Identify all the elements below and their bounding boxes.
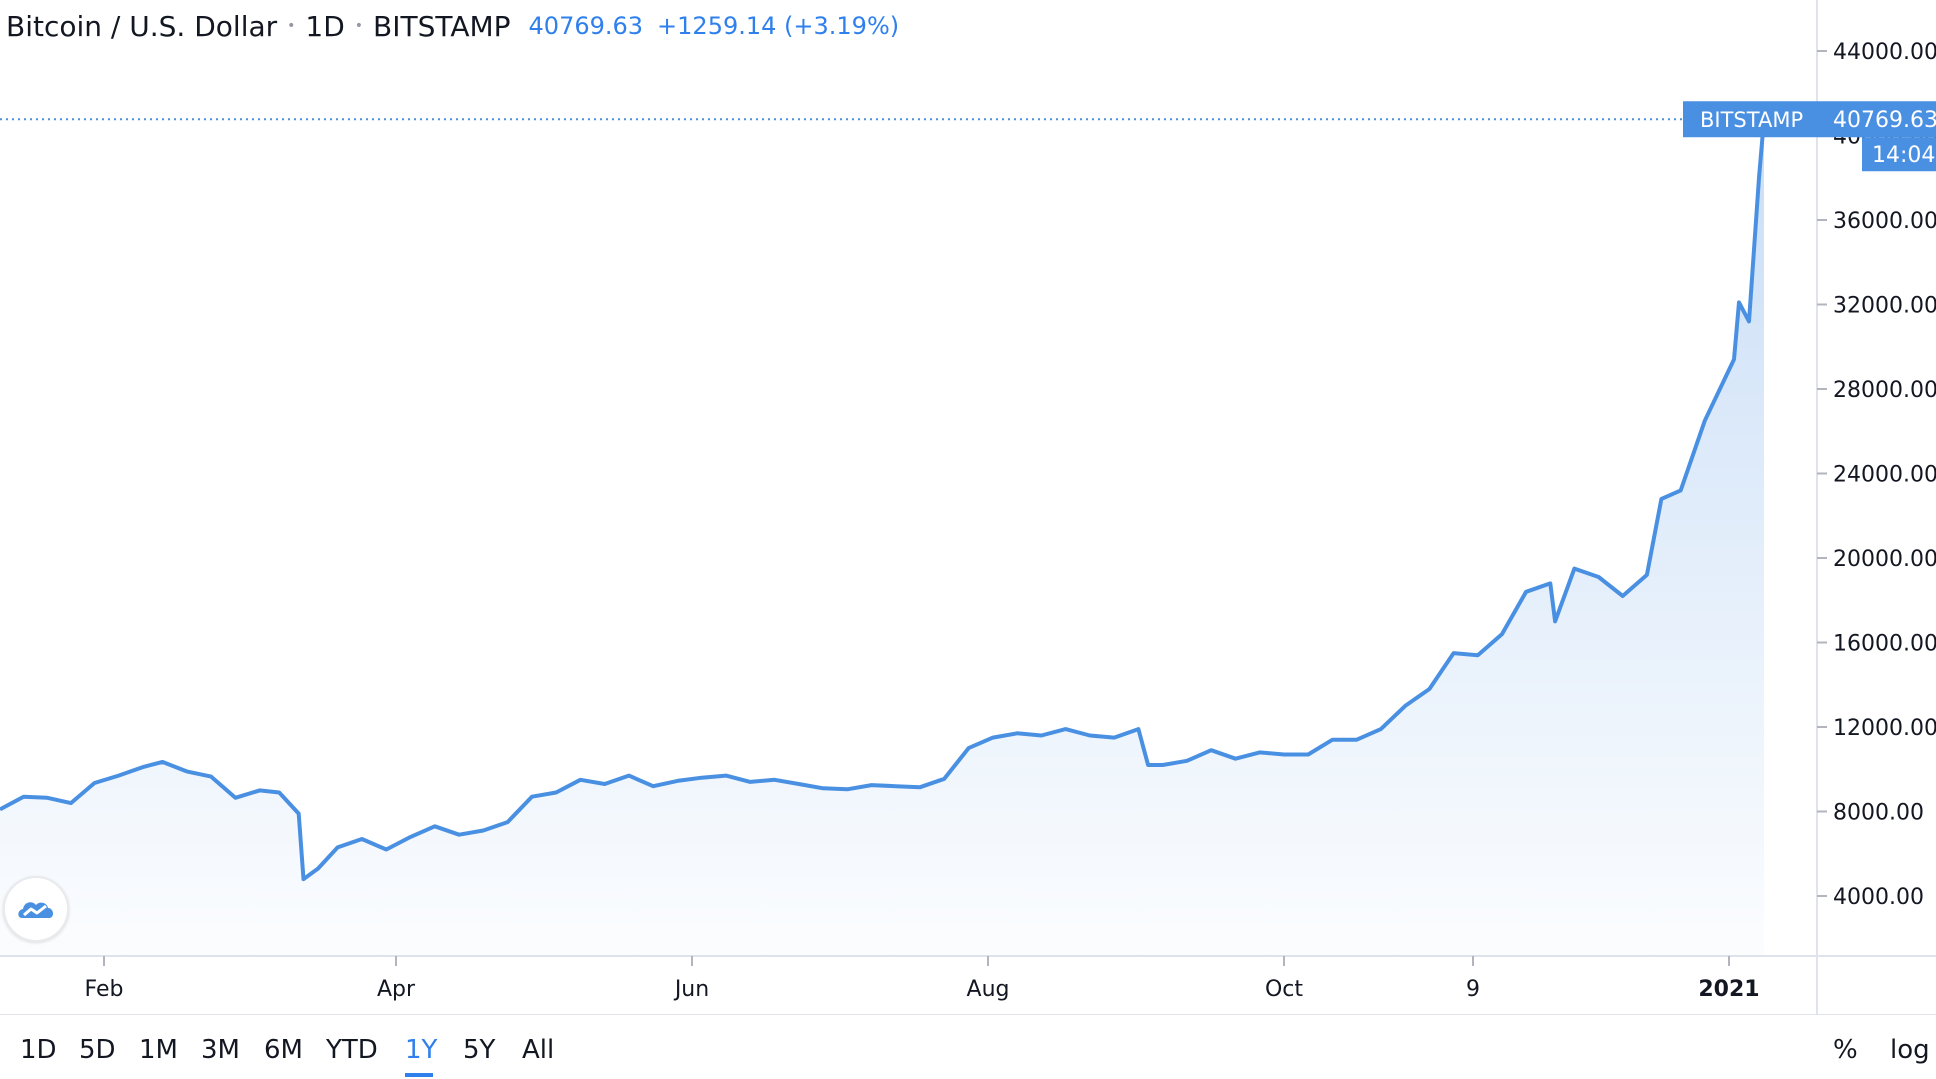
x-tick-label: Apr [377,977,416,1002]
range-tab-3m[interactable]: 3M [201,1035,240,1065]
last-price-badge [1817,101,1936,138]
symbol-name[interactable]: Bitcoin / U.S. Dollar [6,9,278,43]
percent-scale-toggle[interactable]: % [1833,1035,1858,1065]
range-tab-1d[interactable]: 1D [20,1035,57,1065]
range-tab-5d[interactable]: 5D [79,1035,116,1065]
y-tick-label: 8000.00 [1833,801,1924,826]
x-tick-label: Jun [673,977,709,1002]
last-price: 40769.63 [528,12,644,40]
separator-dot: • [354,18,364,34]
exchange-price-badge [1683,101,1817,138]
price-area-fill [0,119,1764,956]
range-tab-all[interactable]: All [522,1035,555,1065]
exchange-badge-text: BITSTAMP [1700,108,1803,132]
range-tab-5y[interactable]: 5Y [463,1035,496,1065]
range-tab-6m[interactable]: 6M [264,1035,303,1065]
price-line-series [0,119,1766,882]
x-tick-label: 9 [1466,977,1480,1002]
y-tick-label: 16000.00 [1833,632,1936,657]
active-range-indicator [405,1073,433,1077]
price-change: +1259.14 (+3.19%) [657,12,900,40]
chart-header: Bitcoin / U.S. Dollar • 1D • BITSTAMP 40… [6,6,899,46]
cloud-chart-icon [18,902,54,918]
countdown-badge [1862,137,1936,172]
range-tab-1y[interactable]: 1Y [405,1035,438,1065]
y-tick-label: 24000.00 [1833,463,1936,488]
separator-dot: • [287,18,296,34]
range-tab-ytd[interactable]: YTD [326,1035,378,1065]
y-tick-label: 44000.00 [1833,40,1936,65]
y-tick-label: 28000.00 [1833,378,1936,403]
x-tick-label: Feb [85,977,124,1002]
y-tick-label: 32000.00 [1833,294,1936,319]
exchange-label: BITSTAMP [373,9,511,43]
x-tick-label: Oct [1265,977,1303,1002]
price-chart[interactable]: 44000.0040000.0036000.0032000.0028000.00… [0,0,1936,1014]
y-tick-label: 4000.00 [1833,885,1924,910]
range-tab-1m[interactable]: 1M [139,1035,178,1065]
range-toolbar: 1D 5D 1M 3M 6M YTD 1Y 5Y All % log [0,1014,1936,1079]
x-tick-label: 2021 [1698,977,1759,1002]
time-axis: Feb Apr Jun Aug Oct 9 2021 [85,956,1760,1002]
price-label-group: BITSTAMP 40769.63 14:04 [1683,101,1936,172]
tradingview-logo-icon[interactable] [3,876,69,942]
y-tick-label: 36000.00 [1833,209,1936,234]
log-scale-toggle[interactable]: log [1890,1035,1930,1065]
interval-label[interactable]: 1D [305,9,345,43]
countdown-text: 14:04 [1872,143,1935,168]
y-tick-label: 20000.00 [1833,547,1936,572]
last-price-badge-text: 40769.63 [1833,108,1936,133]
y-tick-label: 12000.00 [1833,716,1936,741]
x-tick-label: Aug [967,977,1010,1002]
